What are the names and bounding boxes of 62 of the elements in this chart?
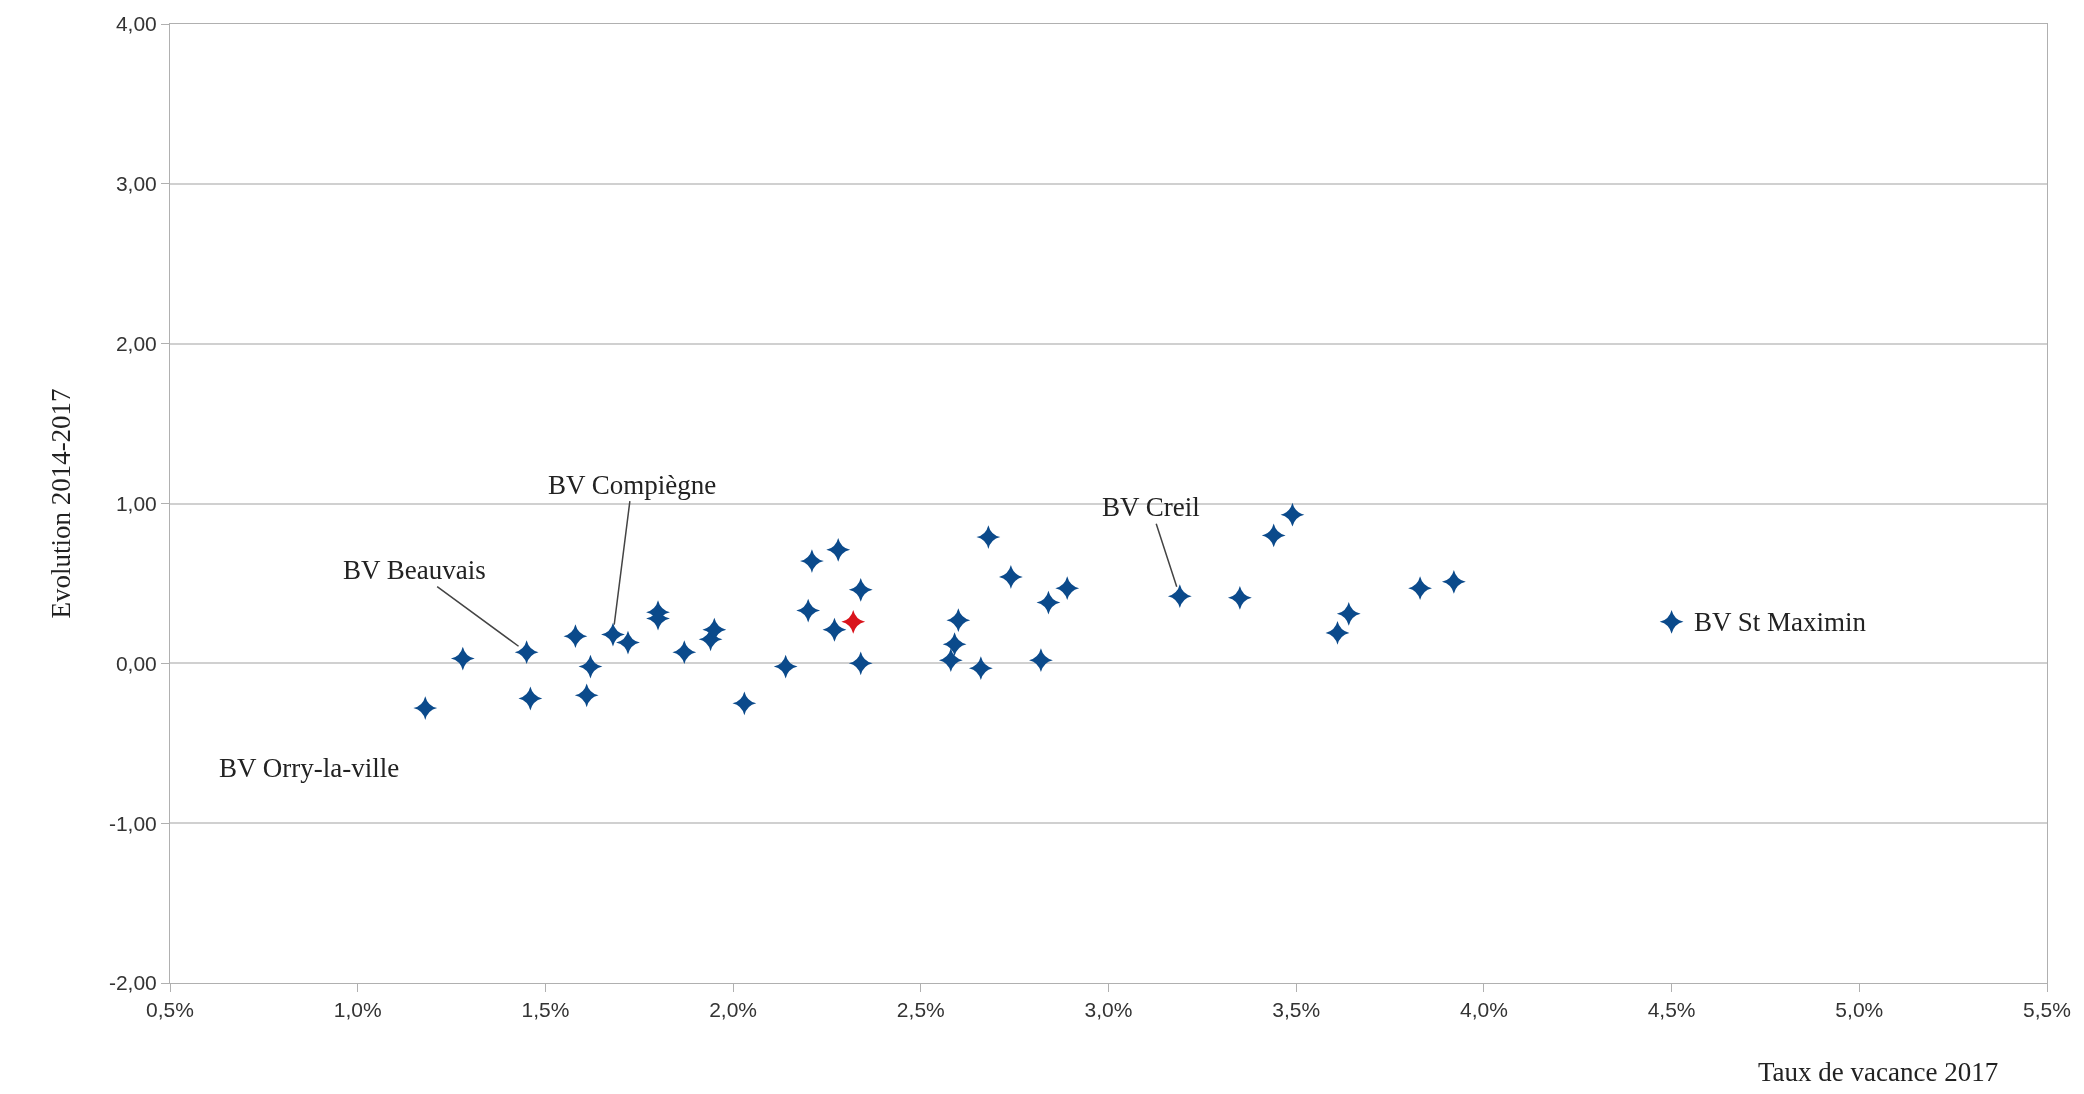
- x-tick-label: 1,5%: [521, 998, 570, 1022]
- y-tick-label: 0,00: [115, 651, 157, 675]
- point: [848, 651, 873, 676]
- point: [938, 648, 963, 673]
- point: [574, 683, 599, 708]
- annotation: BV St Maximin: [1694, 607, 1867, 637]
- y-tick-label: 4,00: [115, 12, 157, 36]
- point: [968, 656, 993, 681]
- point: [1325, 621, 1350, 645]
- point: [601, 622, 625, 647]
- annotation: BV Creil: [1102, 492, 1200, 522]
- x-tick-label: 5,5%: [2023, 998, 2071, 1022]
- point: [1029, 648, 1053, 673]
- point: [841, 609, 866, 634]
- x-tick-label: 0,5%: [146, 998, 194, 1022]
- point: [942, 632, 967, 657]
- x-tick-label: 3,5%: [1272, 998, 1321, 1022]
- y-tick-label: 1,00: [115, 491, 157, 515]
- x-axis-title: Taux de vacance 2017: [1758, 1057, 1999, 1087]
- x-tick-label: 2,0%: [709, 998, 758, 1022]
- point: [946, 608, 971, 633]
- x-tick-label: 3,0%: [1084, 998, 1133, 1022]
- point: [732, 691, 757, 716]
- x-tick-label: 4,0%: [1459, 998, 1508, 1022]
- annotation: BV Orry-la-ville: [219, 753, 400, 783]
- y-tick-label: -1,00: [108, 811, 157, 835]
- point: [1261, 523, 1286, 548]
- point: [826, 537, 851, 562]
- x-tick-label: 4,5%: [1647, 998, 1696, 1022]
- point: [1280, 502, 1305, 527]
- point: [1441, 569, 1466, 594]
- point: [514, 640, 539, 665]
- point: [413, 696, 438, 720]
- point: [1055, 576, 1080, 601]
- point: [1036, 590, 1061, 615]
- point: [1227, 585, 1252, 610]
- point: [672, 640, 697, 665]
- y-axis-title: Evolution 2014-2017: [45, 388, 76, 619]
- point: [848, 577, 873, 602]
- annotation: BV Beauvais: [343, 555, 486, 585]
- point: [518, 686, 543, 711]
- point: [1659, 609, 1684, 634]
- point: [616, 630, 640, 655]
- point: [796, 598, 821, 623]
- y-tick-label: 3,00: [115, 172, 157, 196]
- point: [822, 617, 847, 642]
- point: [773, 654, 798, 679]
- x-tick-label: 2,5%: [896, 998, 945, 1022]
- point: [800, 549, 824, 573]
- x-tick-label: 1,0%: [333, 998, 382, 1022]
- point: [1408, 576, 1432, 601]
- point: [999, 565, 1023, 589]
- y-tick-label: -2,00: [108, 971, 157, 995]
- x-tick-label: 5,0%: [1835, 998, 1884, 1022]
- y-tick-label: 2,00: [115, 332, 157, 356]
- point: [976, 525, 1001, 549]
- point: [578, 654, 603, 679]
- point: [563, 624, 588, 649]
- point: [1336, 601, 1361, 626]
- point: [450, 646, 475, 671]
- annotation: BV Compiègne: [548, 470, 717, 500]
- point: [1167, 584, 1192, 609]
